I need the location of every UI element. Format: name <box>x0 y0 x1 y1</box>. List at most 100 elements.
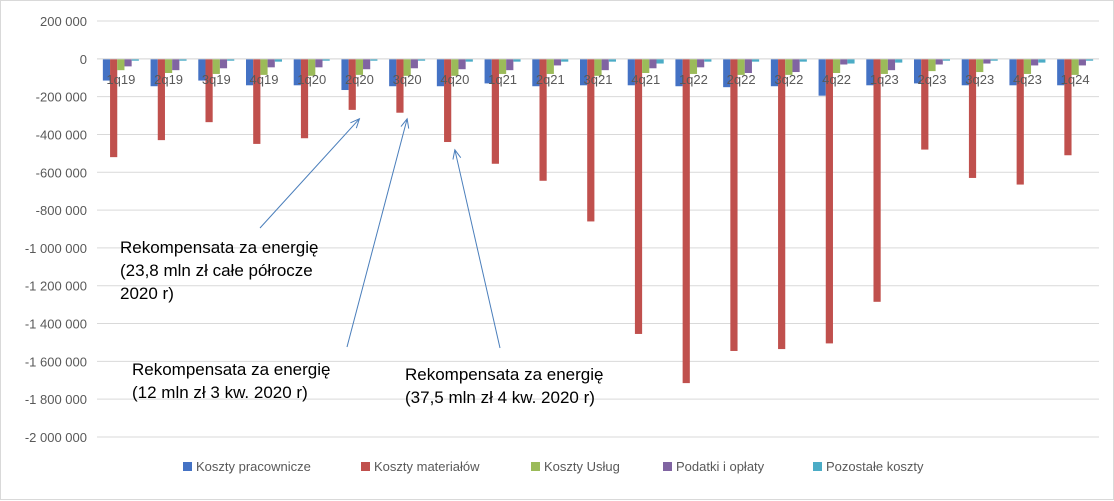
legend-swatch <box>361 462 370 471</box>
bar-2q19-s1 <box>157 58 165 141</box>
bar-1q21-s3 <box>506 58 514 71</box>
x-tick-label: 3q20 <box>393 72 422 87</box>
bar-2q20-s4 <box>370 58 378 61</box>
y-tick-label: -1 800 000 <box>25 392 87 407</box>
bar-2q20-s3 <box>363 58 371 70</box>
bar-1q24-s0 <box>1057 58 1065 86</box>
y-tick-label: -1 600 000 <box>25 354 87 369</box>
annotation-text: (12 mln zł 3 kw. 2020 r) <box>132 383 308 402</box>
bar-1q20-s4 <box>322 58 330 61</box>
bar-2q23-s1 <box>921 58 929 150</box>
y-tick-label: -2 000 000 <box>25 430 87 445</box>
bar-1q22-s3 <box>697 58 705 68</box>
bar-3q23-s1 <box>968 58 977 178</box>
bar-2q22-s2 <box>737 58 745 75</box>
bar-3q22-s4 <box>799 58 807 62</box>
x-tick-label: 1q20 <box>297 72 326 87</box>
bar-3q22-s2 <box>785 58 793 75</box>
bar-1q23-s1 <box>873 58 881 302</box>
bar-4q19-s4 <box>274 58 282 62</box>
legend-label: Koszty materiałów <box>374 459 480 474</box>
bar-4q21-s4 <box>656 58 664 64</box>
bar-3q19-s4 <box>227 58 235 61</box>
bar-1q22-s4 <box>704 58 712 62</box>
annotation-arrowhead <box>452 148 462 160</box>
bar-2q22-s3 <box>744 58 752 73</box>
bar-1q21-s1 <box>491 58 499 164</box>
bar-3q20-s1 <box>396 58 404 113</box>
bar-2q22-s4 <box>751 58 760 62</box>
bar-1q19-s3 <box>124 58 132 67</box>
bar-1q20-s0 <box>293 58 301 86</box>
bar-2q23-s3 <box>935 58 943 65</box>
bar-1q20-s2 <box>308 58 316 76</box>
annotation-text: 2020 r) <box>120 284 174 303</box>
bar-4q20-s2 <box>451 58 459 76</box>
legend-swatch <box>183 462 192 471</box>
x-tick-label: 1q21 <box>488 72 517 87</box>
bar-1q19-s4 <box>131 58 139 61</box>
annotation-text: Rekompensata za energię <box>120 238 318 257</box>
y-tick-label: -200 000 <box>36 90 87 105</box>
bar-1q22-s0 <box>675 58 683 87</box>
bar-3q23-s0 <box>961 58 969 86</box>
y-tick-label: -800 000 <box>36 203 87 218</box>
bar-3q23-s3 <box>983 58 991 64</box>
bar-1q20-s3 <box>315 58 323 68</box>
annotation-text: (37,5 mln zł 4 kw. 2020 r) <box>405 388 595 407</box>
legend-swatch <box>531 462 540 471</box>
bar-1q24-s2 <box>1071 58 1079 75</box>
x-tick-label: 2q22 <box>727 72 756 87</box>
annotation-text: Rekompensata za energię <box>405 365 603 384</box>
bar-1q19-s1 <box>110 58 118 158</box>
bar-4q22-s1 <box>825 58 833 344</box>
bar-2q19-s0 <box>150 58 158 87</box>
bar-2q21-s2 <box>546 58 554 74</box>
bar-4q20-s0 <box>436 58 445 87</box>
bar-2q20-s2 <box>355 58 364 75</box>
y-tick-label: 200 000 <box>40 14 87 29</box>
bar-2q19-s3 <box>172 58 180 71</box>
x-tick-label: 3q22 <box>774 72 803 87</box>
x-tick-label: 4q22 <box>822 72 851 87</box>
x-tick-label: 4q19 <box>250 72 279 87</box>
bar-1q21-s4 <box>513 58 521 62</box>
x-tick-label: 2q20 <box>345 72 374 87</box>
bar-4q20-s4 <box>465 58 473 62</box>
x-tick-label: 3q19 <box>202 72 231 87</box>
bar-1q22-s2 <box>689 58 698 74</box>
legend-label: Pozostałe koszty <box>826 459 924 474</box>
bar-4q22-s4 <box>847 58 855 64</box>
bar-1q23-s2 <box>880 58 888 74</box>
bar-4q22-s0 <box>818 58 826 96</box>
bar-1q24-s3 <box>1078 58 1086 66</box>
bar-1q24-s4 <box>1085 58 1094 61</box>
bar-1q19-s0 <box>102 58 111 81</box>
bar-4q21-s2 <box>642 58 650 73</box>
bar-2q21-s4 <box>561 58 569 62</box>
y-tick-label: -1 400 000 <box>25 317 87 332</box>
bar-4q22-s3 <box>840 58 848 65</box>
bar-3q21-s1 <box>587 58 595 222</box>
annotation-arrow <box>346 118 408 348</box>
bar-2q21-s1 <box>539 58 547 181</box>
annotation-arrowhead <box>400 117 410 129</box>
bar-4q20-s1 <box>444 58 452 143</box>
x-tick-label: 4q21 <box>631 72 660 87</box>
bar-3q20-s0 <box>389 58 397 87</box>
bar-2q19-s2 <box>164 58 173 73</box>
bar-4q23-s2 <box>1023 58 1032 74</box>
annotation-arrowhead <box>350 117 361 129</box>
x-tick-label: 2q23 <box>918 72 947 87</box>
bar-1q20-s1 <box>300 58 309 139</box>
bar-3q23-s2 <box>976 58 984 73</box>
bar-3q21-s3 <box>601 58 609 71</box>
bar-2q23-s4 <box>942 58 950 61</box>
bar-1q24-s1 <box>1064 58 1072 156</box>
bar-1q23-s0 <box>866 58 874 86</box>
bar-3q22-s1 <box>778 58 786 350</box>
bar-2q20-s1 <box>348 58 356 110</box>
bar-1q19-s2 <box>117 58 125 71</box>
bar-3q21-s4 <box>608 58 616 62</box>
bar-4q23-s3 <box>1031 58 1039 66</box>
